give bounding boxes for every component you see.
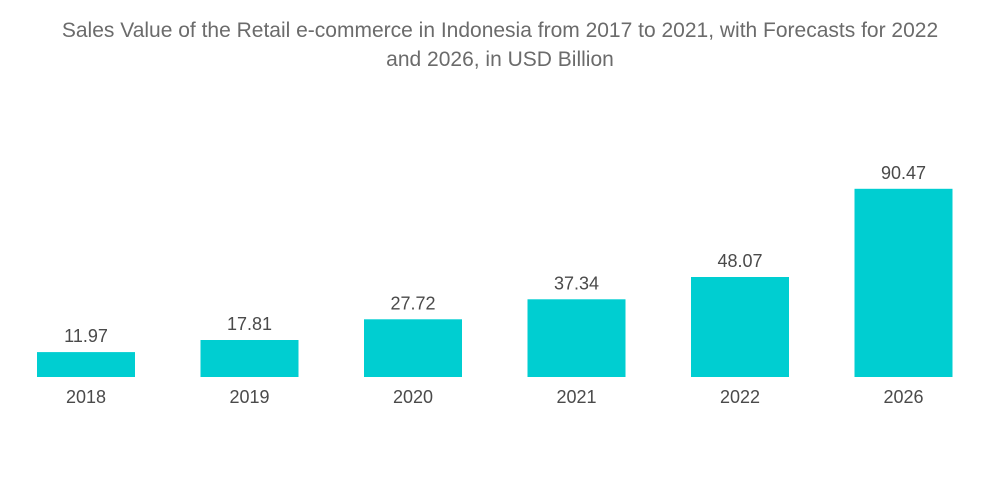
bar-2022 <box>691 277 789 377</box>
value-label-2018: 11.97 <box>64 326 108 346</box>
value-label-2020: 27.72 <box>390 293 435 313</box>
value-label-2019: 17.81 <box>227 314 272 334</box>
bar-2026 <box>854 188 953 377</box>
bar-2018 <box>37 352 135 377</box>
value-label-2022: 48.07 <box>717 251 762 271</box>
value-label-2021: 37.34 <box>554 273 599 293</box>
x-tick-label-2018: 2018 <box>66 387 106 407</box>
x-axis-tick-labels: 2018 2019 2020 2021 2022 2026 <box>66 387 924 407</box>
value-labels-group: 11.97 17.81 27.72 37.34 48.07 90.47 <box>64 163 926 346</box>
bars-group <box>37 188 953 377</box>
chart-title-line-2: and 2026, in USD Billion <box>386 48 614 71</box>
x-tick-label-2019: 2019 <box>229 387 269 407</box>
x-tick-label-2022: 2022 <box>720 387 760 407</box>
x-tick-label-2020: 2020 <box>393 387 433 407</box>
chart-title: Sales Value of the Retail e-commerce in … <box>0 16 1000 74</box>
bar-2020 <box>364 319 462 377</box>
value-label-2026: 90.47 <box>881 163 926 183</box>
bar-2019 <box>200 340 299 377</box>
x-tick-label-2026: 2026 <box>883 387 923 407</box>
x-tick-label-2021: 2021 <box>556 387 596 407</box>
chart-title-line-1: Sales Value of the Retail e-commerce in … <box>61 19 939 42</box>
bar-2021 <box>527 299 626 377</box>
